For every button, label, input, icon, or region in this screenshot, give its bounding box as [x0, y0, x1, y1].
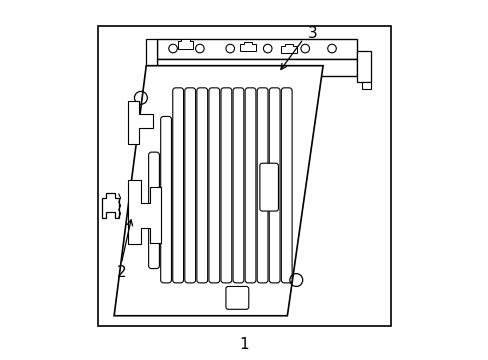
- Polygon shape: [362, 82, 370, 89]
- FancyBboxPatch shape: [172, 88, 183, 283]
- FancyBboxPatch shape: [281, 88, 291, 283]
- FancyBboxPatch shape: [148, 152, 159, 269]
- Text: 2: 2: [116, 265, 126, 280]
- FancyBboxPatch shape: [269, 88, 280, 283]
- FancyBboxPatch shape: [221, 88, 231, 283]
- FancyBboxPatch shape: [225, 287, 248, 309]
- FancyBboxPatch shape: [244, 88, 255, 283]
- Polygon shape: [128, 180, 160, 244]
- Bar: [98, 26, 390, 327]
- FancyBboxPatch shape: [257, 88, 267, 283]
- Text: 1: 1: [239, 337, 249, 352]
- Polygon shape: [281, 44, 296, 53]
- Text: 3: 3: [307, 26, 317, 41]
- Polygon shape: [114, 66, 323, 316]
- Polygon shape: [146, 76, 157, 89]
- FancyBboxPatch shape: [184, 88, 195, 283]
- Polygon shape: [102, 193, 119, 217]
- FancyBboxPatch shape: [197, 88, 207, 283]
- FancyBboxPatch shape: [208, 88, 219, 283]
- Polygon shape: [177, 39, 193, 49]
- FancyBboxPatch shape: [161, 116, 171, 283]
- FancyBboxPatch shape: [259, 163, 278, 211]
- Polygon shape: [146, 39, 157, 82]
- Polygon shape: [356, 51, 370, 82]
- Polygon shape: [157, 59, 356, 76]
- Polygon shape: [240, 42, 255, 51]
- Polygon shape: [128, 102, 153, 144]
- Polygon shape: [157, 39, 356, 59]
- FancyBboxPatch shape: [233, 88, 244, 283]
